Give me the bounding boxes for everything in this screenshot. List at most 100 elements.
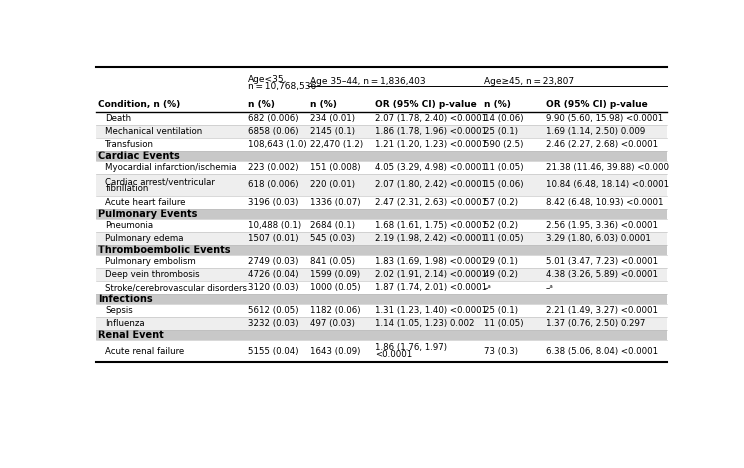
Text: Condition, n (%): Condition, n (%) — [97, 100, 180, 109]
Text: 6.38 (5.06, 8.04) <0.0001: 6.38 (5.06, 8.04) <0.0001 — [545, 347, 658, 356]
Text: 2145 (0.1): 2145 (0.1) — [310, 127, 355, 136]
Text: Cardiac Events: Cardiac Events — [97, 151, 179, 161]
Text: 2684 (0.1): 2684 (0.1) — [310, 221, 355, 230]
Bar — [96, 151, 667, 161]
Text: 1599 (0.09): 1599 (0.09) — [310, 270, 360, 279]
Text: 590 (2.5): 590 (2.5) — [484, 140, 523, 149]
Text: 2.19 (1.98, 2.42) <0.0001: 2.19 (1.98, 2.42) <0.0001 — [375, 234, 487, 243]
Text: 3232 (0.03): 3232 (0.03) — [248, 319, 298, 328]
Bar — [96, 73, 667, 98]
Text: 11 (0.05): 11 (0.05) — [484, 234, 523, 243]
Text: Pneumonia: Pneumonia — [106, 221, 153, 230]
Text: Cardiac arrest/ventricular: Cardiac arrest/ventricular — [106, 177, 215, 186]
Text: Pulmonary Events: Pulmonary Events — [97, 209, 197, 219]
Text: n (%): n (%) — [310, 100, 337, 109]
Text: 1.68 (1.61, 1.75) <0.0001: 1.68 (1.61, 1.75) <0.0001 — [375, 221, 487, 230]
Text: Age 35–44, n = 1,836,403: Age 35–44, n = 1,836,403 — [310, 77, 426, 86]
Text: Age≥45, n = 23,807: Age≥45, n = 23,807 — [484, 77, 574, 86]
Text: 220 (0.01): 220 (0.01) — [310, 180, 355, 189]
Text: 11 (0.05): 11 (0.05) — [484, 319, 523, 328]
Text: 73 (0.3): 73 (0.3) — [484, 347, 518, 356]
Text: <0.0001: <0.0001 — [375, 351, 412, 359]
Text: Pulmonary embolism: Pulmonary embolism — [106, 257, 196, 266]
Text: 1.31 (1.23, 1.40) <0.0001: 1.31 (1.23, 1.40) <0.0001 — [375, 306, 487, 315]
Bar — [96, 174, 667, 196]
Text: 10.84 (6.48, 18.14) <0.0001: 10.84 (6.48, 18.14) <0.0001 — [545, 180, 669, 189]
Text: 497 (0.03): 497 (0.03) — [310, 319, 355, 328]
Text: Thromboembolic Events: Thromboembolic Events — [97, 245, 230, 255]
Text: Deep vein thrombosis: Deep vein thrombosis — [106, 270, 200, 279]
Text: OR (95% CI) p-value: OR (95% CI) p-value — [545, 100, 647, 109]
Text: 57 (0.2): 57 (0.2) — [484, 197, 518, 206]
Text: 5155 (0.04): 5155 (0.04) — [248, 347, 298, 356]
Text: Pulmonary edema: Pulmonary edema — [106, 234, 184, 243]
Text: 21.38 (11.46, 39.88) <0.0001: 21.38 (11.46, 39.88) <0.0001 — [545, 163, 674, 172]
Text: 2.07 (1.80, 2.42) <0.0001: 2.07 (1.80, 2.42) <0.0001 — [375, 180, 487, 189]
Text: 5.01 (3.47, 7.23) <0.0001: 5.01 (3.47, 7.23) <0.0001 — [545, 257, 658, 266]
Text: 1.86 (1.78, 1.96) <0.0001: 1.86 (1.78, 1.96) <0.0001 — [375, 127, 487, 136]
Text: 14 (0.06): 14 (0.06) — [484, 114, 523, 123]
Bar — [96, 111, 667, 124]
Text: n = 10,768,536: n = 10,768,536 — [248, 82, 316, 91]
Bar — [96, 330, 667, 340]
Text: 841 (0.05): 841 (0.05) — [310, 257, 355, 266]
Bar — [96, 340, 667, 362]
Text: 1507 (0.01): 1507 (0.01) — [248, 234, 298, 243]
Text: OR (95% CI) p-value: OR (95% CI) p-value — [375, 100, 477, 109]
Bar — [96, 268, 667, 281]
Text: 1182 (0.06): 1182 (0.06) — [310, 306, 361, 315]
Text: 6858 (0.06): 6858 (0.06) — [248, 127, 298, 136]
Bar — [96, 98, 667, 111]
Text: 9.90 (5.60, 15.98) <0.0001: 9.90 (5.60, 15.98) <0.0001 — [545, 114, 663, 123]
Text: 49 (0.2): 49 (0.2) — [484, 270, 518, 279]
Text: 1.69 (1.14, 2.50) 0.009: 1.69 (1.14, 2.50) 0.009 — [545, 127, 645, 136]
Bar — [96, 245, 667, 255]
Text: 15 (0.06): 15 (0.06) — [484, 180, 523, 189]
Text: 1.21 (1.20, 1.23) <0.0001: 1.21 (1.20, 1.23) <0.0001 — [375, 140, 487, 149]
Text: 4.05 (3.29, 4.98) <0.0001: 4.05 (3.29, 4.98) <0.0001 — [375, 163, 487, 172]
Text: 1.14 (1.05, 1.23) 0.002: 1.14 (1.05, 1.23) 0.002 — [375, 319, 475, 328]
Text: Myocardial infarction/ischemia: Myocardial infarction/ischemia — [106, 163, 237, 172]
Text: –ᵃ: –ᵃ — [545, 283, 554, 292]
Text: Infections: Infections — [97, 294, 153, 304]
Bar — [96, 281, 667, 294]
Text: 10,488 (0.1): 10,488 (0.1) — [248, 221, 301, 230]
Text: Death: Death — [106, 114, 132, 123]
Text: 2749 (0.03): 2749 (0.03) — [248, 257, 298, 266]
Text: 1.86 (1.76, 1.97): 1.86 (1.76, 1.97) — [375, 344, 447, 352]
Text: 108,643 (1.0): 108,643 (1.0) — [248, 140, 307, 149]
Bar — [96, 161, 667, 174]
Bar — [96, 294, 667, 304]
Text: n (%): n (%) — [248, 100, 275, 109]
Text: 8.42 (6.48, 10.93) <0.0001: 8.42 (6.48, 10.93) <0.0001 — [545, 197, 663, 206]
Bar — [96, 317, 667, 330]
Text: 151 (0.008): 151 (0.008) — [310, 163, 361, 172]
Text: Acute heart failure: Acute heart failure — [106, 197, 186, 206]
Text: 3120 (0.03): 3120 (0.03) — [248, 283, 298, 292]
Text: Influenza: Influenza — [106, 319, 145, 328]
Text: Stroke/cerebrovascular disorders: Stroke/cerebrovascular disorders — [106, 283, 248, 292]
Text: 11 (0.05): 11 (0.05) — [484, 163, 523, 172]
Text: 4726 (0.04): 4726 (0.04) — [248, 270, 298, 279]
Text: 234 (0.01): 234 (0.01) — [310, 114, 355, 123]
Text: Age<35,: Age<35, — [248, 75, 287, 84]
Text: 2.07 (1.78, 2.40) <0.0001: 2.07 (1.78, 2.40) <0.0001 — [375, 114, 487, 123]
Bar — [96, 232, 667, 245]
Text: 3.29 (1.80, 6.03) 0.0001: 3.29 (1.80, 6.03) 0.0001 — [545, 234, 650, 243]
Text: 5612 (0.05): 5612 (0.05) — [248, 306, 298, 315]
Text: Mechanical ventilation: Mechanical ventilation — [106, 127, 202, 136]
Text: 3196 (0.03): 3196 (0.03) — [248, 197, 298, 206]
Text: 25 (0.1): 25 (0.1) — [484, 306, 518, 315]
Text: 682 (0.006): 682 (0.006) — [248, 114, 298, 123]
Text: n (%): n (%) — [484, 100, 510, 109]
Text: 1.83 (1.69, 1.98) <0.0001: 1.83 (1.69, 1.98) <0.0001 — [375, 257, 487, 266]
Text: 2.56 (1.95, 3.36) <0.0001: 2.56 (1.95, 3.36) <0.0001 — [545, 221, 658, 230]
Text: Transfusion: Transfusion — [106, 140, 155, 149]
Text: 1.37 (0.76, 2.50) 0.297: 1.37 (0.76, 2.50) 0.297 — [545, 319, 645, 328]
Bar — [96, 209, 667, 219]
Text: 2.47 (2.31, 2.63) <0.0001: 2.47 (2.31, 2.63) <0.0001 — [375, 197, 487, 206]
Text: 223 (0.002): 223 (0.002) — [248, 163, 298, 172]
Bar — [96, 124, 667, 138]
Text: 2.46 (2.27, 2.68) <0.0001: 2.46 (2.27, 2.68) <0.0001 — [545, 140, 658, 149]
Bar — [96, 255, 667, 268]
